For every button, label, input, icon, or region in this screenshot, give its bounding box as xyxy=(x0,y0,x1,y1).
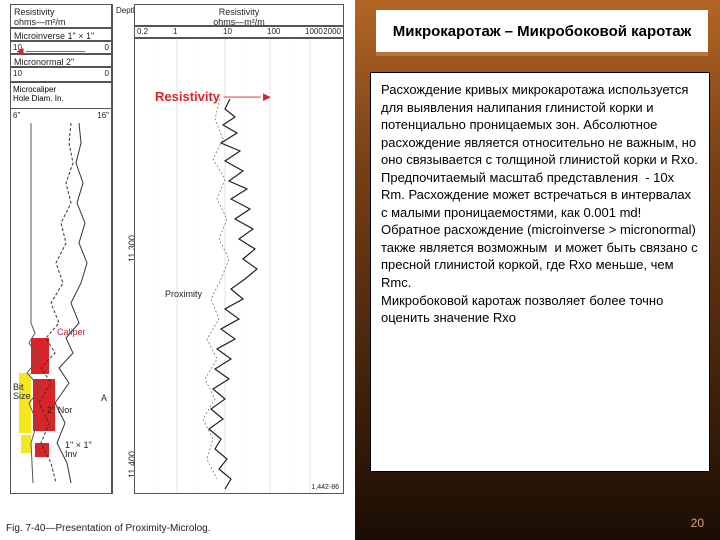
t1-scale-r1: 0 xyxy=(105,43,109,52)
figure-caption: Fig. 7-40—Presentation of Proximity-Micr… xyxy=(6,523,211,534)
track1-body: Microcaliper Hole Diam. In. 6" 16" Calip… xyxy=(10,82,112,494)
track2-grid xyxy=(135,39,343,493)
red-arrow-left: ◄─────── xyxy=(14,44,85,58)
track2-title: Resistivity ohms—m²/m xyxy=(134,4,344,26)
nor-label: 2" Nor xyxy=(47,405,72,415)
body-text-span: Расхождение кривых микрокаротажа использ… xyxy=(381,82,705,325)
t2t5: 2000 xyxy=(323,27,341,36)
page-number: 20 xyxy=(691,516,704,530)
t2t4: 1000 xyxy=(305,27,323,36)
well-log-figure: Resistivity ohms—m²/m Microinverse 1" × … xyxy=(0,0,355,540)
resistivity-red-label: Resistivity ────► xyxy=(155,89,273,104)
inv-label: 1" × 1" Inv xyxy=(65,441,92,459)
t2t0: 0.2 xyxy=(137,27,148,36)
t1-scale-l2: 10 xyxy=(13,69,22,78)
track1-title: Resistivity ohms—m²/m xyxy=(10,4,112,28)
track2-body: Resistivity ────► Proximity 1,442-86 xyxy=(134,38,344,494)
proximity-label: Proximity xyxy=(165,289,202,299)
track1-curves xyxy=(11,83,111,493)
t1-scale-r2: 0 xyxy=(105,69,109,78)
slide-title: Микрокаротаж – Микробоковой каротаж xyxy=(376,10,708,56)
t2t1: 1 xyxy=(173,27,177,36)
fig-id: 1,442-86 xyxy=(311,484,339,491)
t2t3: 100 xyxy=(267,27,280,36)
slide-body-text: Расхождение кривых микрокаротажа использ… xyxy=(370,72,710,472)
t2t2: 10 xyxy=(223,27,232,36)
track1-microinverse: Microinverse 1" × 1" xyxy=(10,28,112,41)
resistivity-text: Resistivity xyxy=(155,89,220,104)
caliper-label: Caliper xyxy=(57,327,86,337)
bitsize-label: Bit Size xyxy=(13,383,31,401)
A-label: A xyxy=(101,393,107,403)
